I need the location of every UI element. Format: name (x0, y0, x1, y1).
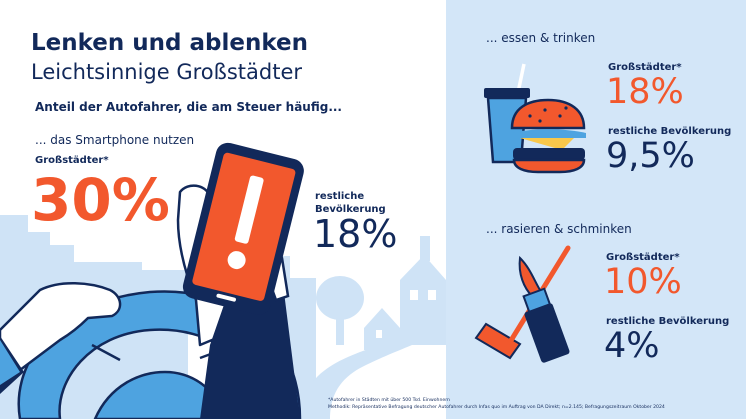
houses (364, 236, 446, 350)
left-hand (0, 282, 122, 394)
footnote-line2: Methodik: Repräsentative Befragung deuts… (328, 405, 665, 410)
intro-text: Anteil der Autofahrer, die am Steuer häu… (35, 100, 342, 114)
shaving-heading: ... rasieren & schminken (486, 222, 632, 236)
razor-lipstick-icon (474, 245, 571, 363)
eating-group2-label: restliche Bevölkerung (608, 126, 732, 137)
smartphone-group2-value: 18% (313, 212, 398, 256)
shaving-group1-value: 10% (604, 262, 682, 302)
eating-heading: ... essen & trinken (486, 31, 596, 45)
eating-group1-label: Großstädter* (608, 62, 682, 73)
burger-icon (510, 98, 586, 174)
footnote-line1: *Autofahrer in Städten mit über 500 Tsd.… (328, 398, 450, 403)
shaving-group1-label: Großstädter* (606, 252, 680, 263)
page-title: Lenken und ablenken (31, 30, 308, 56)
smartphone-group2-label-line2: Bevölkerung (315, 204, 386, 215)
smartphone-group2-label-line1: restliche (315, 191, 365, 202)
exclamation-icon (234, 175, 264, 244)
smartphone (182, 142, 304, 315)
shaving-group2-label: restliche Bevölkerung (606, 316, 730, 327)
page-subtitle: Leichtsinnige Großstädter (31, 60, 303, 84)
house-windows (376, 290, 436, 338)
shaving-group2-value: 4% (604, 326, 660, 366)
eating-group2-value: 9,5% (606, 136, 695, 176)
smartphone-group1-label: Großstädter* (35, 155, 109, 166)
road (300, 335, 446, 419)
tree (316, 276, 364, 345)
smartphone-group1-value: 30% (31, 166, 170, 234)
eating-group1-value: 18% (606, 72, 684, 112)
smartphone-heading: ... das Smartphone nutzen (35, 133, 195, 147)
